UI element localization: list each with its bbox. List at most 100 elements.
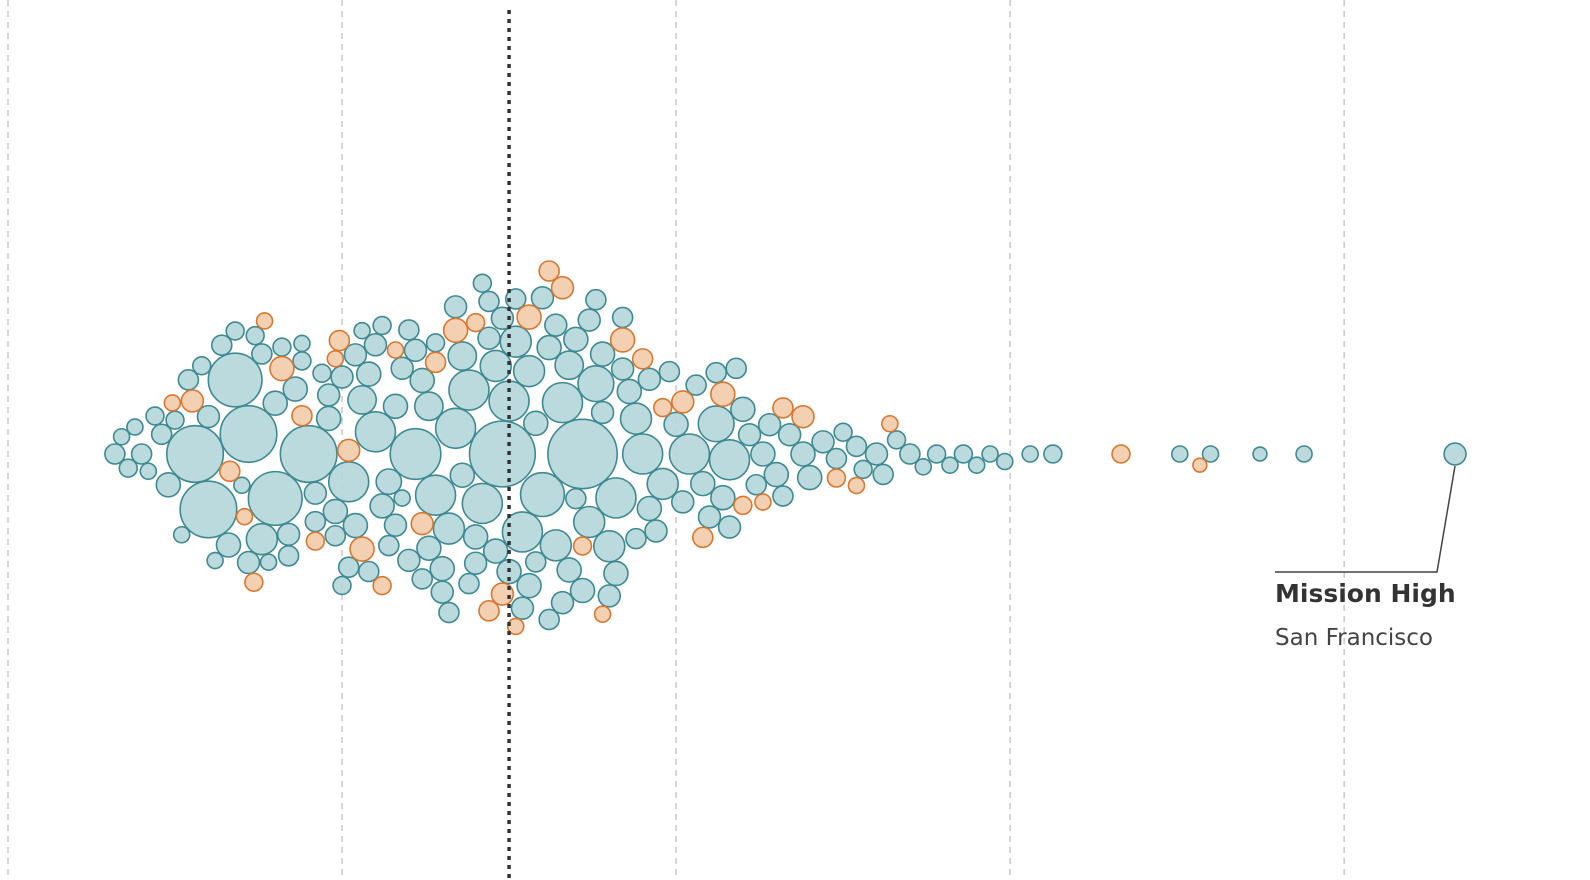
school-dot xyxy=(872,463,894,486)
school-dot xyxy=(442,317,469,344)
school-dot xyxy=(316,383,341,407)
school-dot xyxy=(691,526,714,549)
school-dot xyxy=(593,605,612,623)
school-dot xyxy=(512,354,546,388)
school-dot xyxy=(1111,444,1131,464)
school-dot xyxy=(163,394,182,412)
school-dot xyxy=(478,600,500,622)
school-dot xyxy=(791,404,815,429)
school-dot xyxy=(705,361,727,384)
school-dot xyxy=(772,397,794,419)
school-dot xyxy=(590,400,615,425)
school-dot xyxy=(207,352,263,408)
school-dot xyxy=(219,460,241,483)
school-dot xyxy=(118,458,138,478)
school-dot xyxy=(196,404,221,429)
school-dot xyxy=(432,512,466,545)
school-dot xyxy=(1021,445,1039,463)
school-dot xyxy=(210,334,233,356)
school-dot xyxy=(725,357,748,380)
school-dot xyxy=(177,369,200,391)
school-dot xyxy=(425,333,446,353)
school-dot xyxy=(482,538,509,564)
school-dot xyxy=(462,524,489,550)
school-dot xyxy=(541,381,584,424)
school-dot xyxy=(245,522,279,556)
school-dot xyxy=(597,584,622,608)
school-dot xyxy=(516,304,542,330)
school-dot xyxy=(652,397,673,418)
school-dot xyxy=(845,435,868,458)
school-dot xyxy=(251,343,273,365)
school-dot xyxy=(225,321,245,341)
school-dot xyxy=(411,568,434,590)
school-dot xyxy=(414,474,457,516)
school-dot xyxy=(126,418,144,436)
school-dot xyxy=(369,493,395,519)
school-dot xyxy=(506,617,525,636)
school-dot xyxy=(145,406,165,426)
school-dot xyxy=(825,447,848,470)
school-dot xyxy=(179,480,238,539)
school-dot xyxy=(538,608,560,631)
school-dot xyxy=(644,519,668,543)
school-dot xyxy=(585,288,607,311)
school-dot xyxy=(519,471,566,518)
school-dot xyxy=(449,462,476,489)
school-dot xyxy=(538,260,560,282)
school-dot xyxy=(510,596,535,620)
school-dot xyxy=(490,306,515,331)
school-dot xyxy=(589,341,616,367)
school-dot xyxy=(206,551,224,570)
school-dot xyxy=(522,410,549,437)
school-dot xyxy=(995,452,1014,471)
school-dot xyxy=(291,404,313,427)
school-dot xyxy=(282,376,309,402)
school-dot xyxy=(550,590,575,615)
school-dot xyxy=(763,461,790,488)
school-dot xyxy=(150,423,173,446)
overlay: Mission High San Francisco xyxy=(507,10,1456,880)
school-dot xyxy=(378,534,400,557)
school-dot xyxy=(393,489,411,507)
school-dot xyxy=(697,405,735,443)
annotation-sublabel: San Francisco xyxy=(1275,625,1433,651)
school-dot xyxy=(447,341,478,372)
school-dot xyxy=(438,601,460,624)
school-dot xyxy=(757,412,782,437)
school-dot xyxy=(603,560,629,587)
school-dot xyxy=(685,374,707,396)
school-dot xyxy=(255,312,274,330)
school-dot xyxy=(914,457,933,476)
school-dot xyxy=(458,572,480,595)
school-dot xyxy=(710,484,736,511)
school-dot xyxy=(172,525,191,544)
school-dot xyxy=(609,327,636,353)
school-dot xyxy=(413,391,444,422)
school-dot xyxy=(180,389,205,413)
school-dot xyxy=(375,468,403,496)
school-dot xyxy=(465,312,486,333)
school-dot xyxy=(658,360,681,383)
school-dot xyxy=(259,553,278,571)
school-dot xyxy=(292,351,312,371)
school-dot xyxy=(353,321,371,340)
school-dot xyxy=(448,369,490,411)
school-dot xyxy=(826,468,847,488)
school-dot xyxy=(409,367,436,394)
school-dot xyxy=(745,473,768,496)
school-dot xyxy=(332,575,352,596)
school-dot xyxy=(953,444,974,464)
school-dot xyxy=(479,349,512,383)
school-dot xyxy=(646,467,680,501)
school-dot xyxy=(881,414,899,433)
annotation-label: Mission High xyxy=(1275,579,1456,608)
school-dot xyxy=(671,390,695,414)
school-dot xyxy=(304,510,327,533)
school-dot xyxy=(730,396,756,423)
school-dot xyxy=(833,422,853,442)
school-dot xyxy=(1295,445,1313,463)
school-dot xyxy=(390,356,414,381)
school-dot xyxy=(247,470,303,527)
